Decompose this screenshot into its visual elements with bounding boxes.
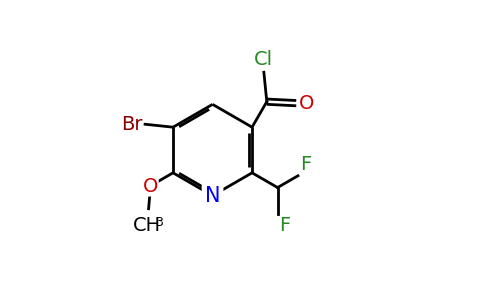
Text: Br: Br	[121, 115, 143, 134]
Text: N: N	[205, 186, 220, 206]
Text: Cl: Cl	[254, 50, 273, 69]
Text: O: O	[142, 177, 158, 196]
Text: F: F	[279, 216, 290, 236]
Text: CH: CH	[133, 215, 161, 235]
Text: F: F	[301, 155, 312, 174]
Text: O: O	[299, 94, 314, 113]
Text: 3: 3	[155, 216, 163, 230]
